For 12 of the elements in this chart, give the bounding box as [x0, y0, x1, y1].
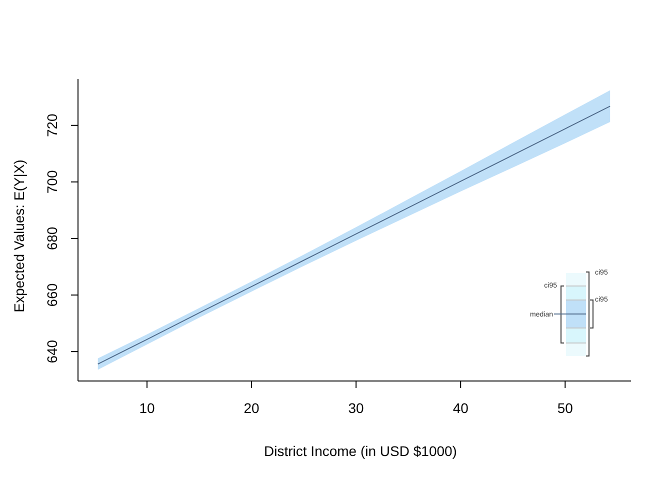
- y-tick-label: 680: [44, 226, 60, 250]
- y-tick-label: 640: [44, 340, 60, 364]
- y-tick-label: 720: [44, 113, 60, 138]
- x-tick-label: 50: [557, 400, 574, 416]
- y-tick-label: 700: [44, 170, 60, 194]
- x-tick-label: 40: [452, 400, 469, 416]
- x-tick-label: 10: [139, 400, 155, 416]
- x-tick-label: 30: [348, 400, 364, 416]
- y-tick-label: 660: [44, 283, 60, 307]
- x-axis-title: District Income (in USD $1000): [264, 442, 457, 459]
- x-tick-label: 20: [244, 400, 260, 416]
- y-axis-title: Expected Values: E(Y|X): [10, 160, 27, 312]
